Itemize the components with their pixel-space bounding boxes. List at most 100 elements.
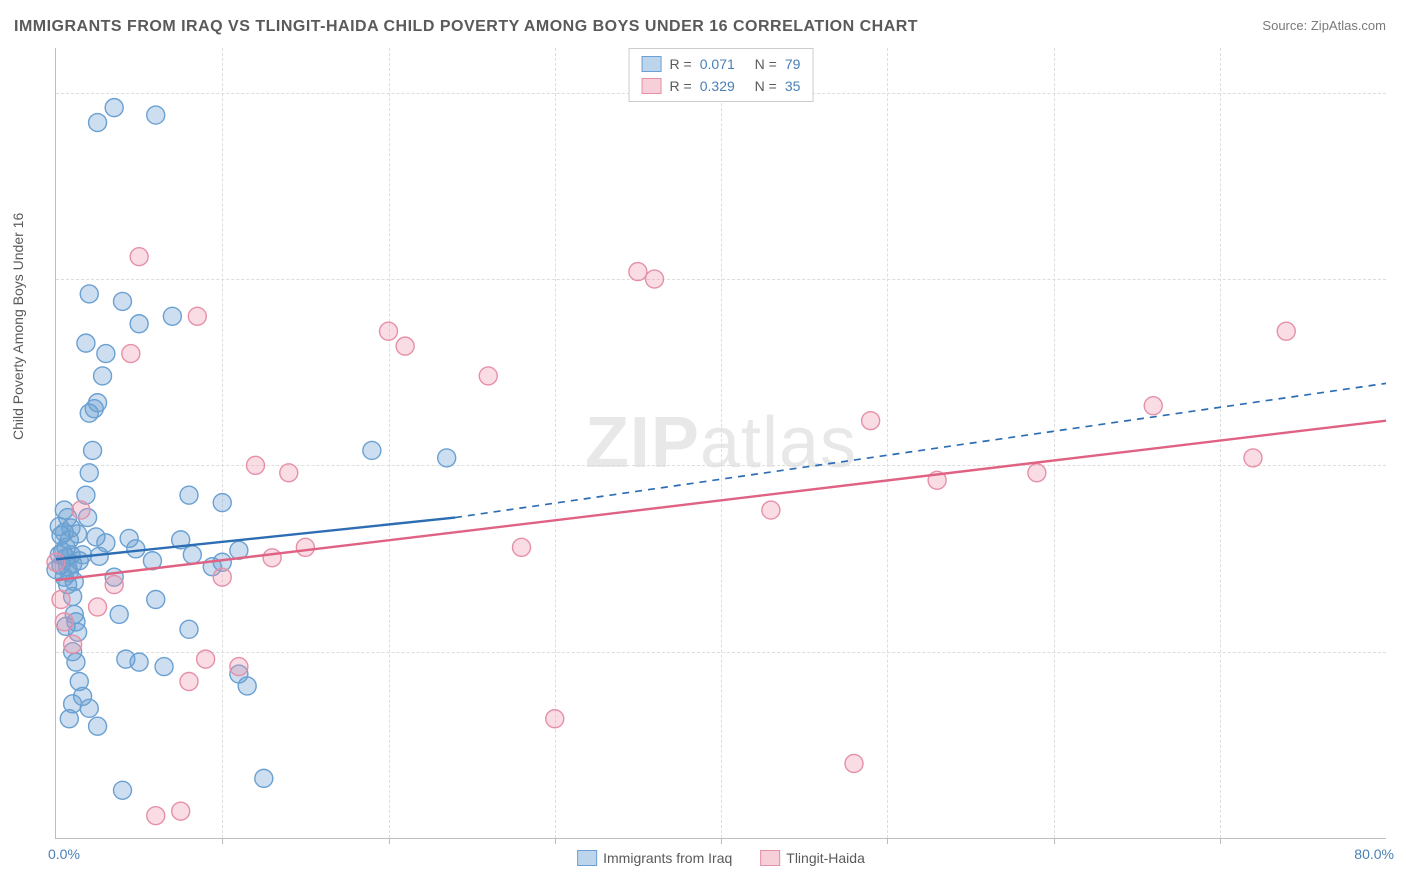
source-label: Source:: [1262, 18, 1307, 33]
data-point-series-2: [130, 248, 148, 266]
data-point-series-2: [1244, 449, 1262, 467]
data-point-series-2: [72, 501, 90, 519]
data-point-series-1: [70, 552, 88, 570]
data-point-series-1: [77, 334, 95, 352]
legend-n-prefix: N =: [755, 75, 777, 97]
trend-line-extrapolated-series-1: [455, 383, 1386, 517]
data-point-series-1: [180, 486, 198, 504]
data-point-series-1: [130, 315, 148, 333]
legend-swatch-series-2: [642, 78, 662, 94]
data-point-series-2: [247, 456, 265, 474]
scatter-svg: [56, 48, 1386, 838]
legend-item-series-1: Immigrants from Iraq: [577, 850, 732, 866]
x-axis-min-label: 0.0%: [48, 846, 80, 862]
data-point-series-1: [255, 769, 273, 787]
source-attribution: Source: ZipAtlas.com: [1262, 18, 1386, 33]
data-point-series-2: [55, 613, 73, 631]
data-point-series-1: [117, 650, 135, 668]
data-point-series-1: [155, 658, 173, 676]
data-point-series-2: [629, 263, 647, 281]
data-point-series-2: [122, 345, 140, 363]
data-point-series-1: [183, 546, 201, 564]
legend-r-prefix: R =: [670, 75, 692, 97]
legend-label-series-1: Immigrants from Iraq: [603, 850, 732, 866]
data-point-series-1: [105, 99, 123, 117]
data-point-series-1: [213, 494, 231, 512]
data-point-series-1: [55, 501, 73, 519]
data-point-series-2: [513, 538, 531, 556]
data-point-series-1: [87, 528, 105, 546]
y-tick-label: 37.5%: [1394, 271, 1406, 287]
x-axis-max-label: 80.0%: [1354, 846, 1394, 862]
legend-n-value-1: 79: [785, 53, 801, 75]
data-point-series-2: [263, 549, 281, 567]
data-point-series-1: [363, 441, 381, 459]
data-point-series-1: [65, 573, 83, 591]
data-point-series-1: [80, 699, 98, 717]
data-point-series-2: [188, 307, 206, 325]
legend-r-value-1: 0.071: [700, 53, 735, 75]
data-point-series-2: [296, 538, 314, 556]
y-tick-label: 25.0%: [1394, 457, 1406, 473]
y-axis-label: Child Poverty Among Boys Under 16: [10, 213, 26, 440]
data-point-series-1: [238, 677, 256, 695]
legend-item-series-2: Tlingit-Haida: [760, 850, 865, 866]
data-point-series-2: [197, 650, 215, 668]
data-point-series-2: [862, 412, 880, 430]
legend-swatch-series-1: [642, 56, 662, 72]
data-point-series-1: [110, 605, 128, 623]
data-point-series-1: [120, 529, 138, 547]
data-point-series-2: [762, 501, 780, 519]
data-point-series-2: [147, 807, 165, 825]
data-point-series-1: [67, 653, 85, 671]
source-value: ZipAtlas.com: [1311, 18, 1386, 33]
data-point-series-2: [52, 591, 70, 609]
data-point-series-2: [64, 635, 82, 653]
data-point-series-1: [163, 307, 181, 325]
data-point-series-2: [1028, 464, 1046, 482]
data-point-series-2: [105, 576, 123, 594]
y-tick-label: 50.0%: [1394, 85, 1406, 101]
data-point-series-1: [147, 106, 165, 124]
data-point-series-1: [89, 114, 107, 132]
data-point-series-2: [1277, 322, 1295, 340]
data-point-series-1: [89, 717, 107, 735]
data-point-series-1: [114, 292, 132, 310]
legend-swatch-series-1: [577, 850, 597, 866]
data-point-series-2: [646, 270, 664, 288]
data-point-series-1: [180, 620, 198, 638]
data-point-series-2: [280, 464, 298, 482]
legend-n-value-2: 35: [785, 75, 801, 97]
data-point-series-2: [479, 367, 497, 385]
data-point-series-2: [172, 802, 190, 820]
legend-r-value-2: 0.329: [700, 75, 735, 97]
legend-series-names: Immigrants from Iraq Tlingit-Haida: [577, 850, 865, 866]
data-point-series-1: [84, 441, 102, 459]
data-point-series-2: [89, 598, 107, 616]
chart-title: IMMIGRANTS FROM IRAQ VS TLINGIT-HAIDA CH…: [14, 18, 918, 36]
data-point-series-2: [380, 322, 398, 340]
data-point-series-1: [147, 591, 165, 609]
data-point-series-2: [213, 568, 231, 586]
trend-line-series-2: [56, 421, 1386, 580]
data-point-series-1: [50, 517, 68, 535]
data-point-series-1: [80, 464, 98, 482]
data-point-series-1: [89, 394, 107, 412]
data-point-series-1: [438, 449, 456, 467]
data-point-series-2: [1144, 397, 1162, 415]
data-point-series-2: [845, 754, 863, 772]
legend-r-prefix: R =: [670, 53, 692, 75]
legend-label-series-2: Tlingit-Haida: [786, 850, 865, 866]
data-point-series-1: [97, 345, 115, 363]
legend-row-series-2: R = 0.329 N = 35: [642, 75, 801, 97]
legend-correlation-box: R = 0.071 N = 79 R = 0.329 N = 35: [629, 48, 814, 102]
chart-plot-area: ZIPatlas 12.5%25.0%37.5%50.0% R = 0.071 …: [55, 48, 1386, 839]
legend-swatch-series-2: [760, 850, 780, 866]
data-point-series-2: [47, 553, 65, 571]
data-point-series-2: [396, 337, 414, 355]
data-point-series-1: [80, 285, 98, 303]
data-point-series-2: [546, 710, 564, 728]
legend-n-prefix: N =: [755, 53, 777, 75]
data-point-series-2: [180, 672, 198, 690]
data-point-series-1: [94, 367, 112, 385]
